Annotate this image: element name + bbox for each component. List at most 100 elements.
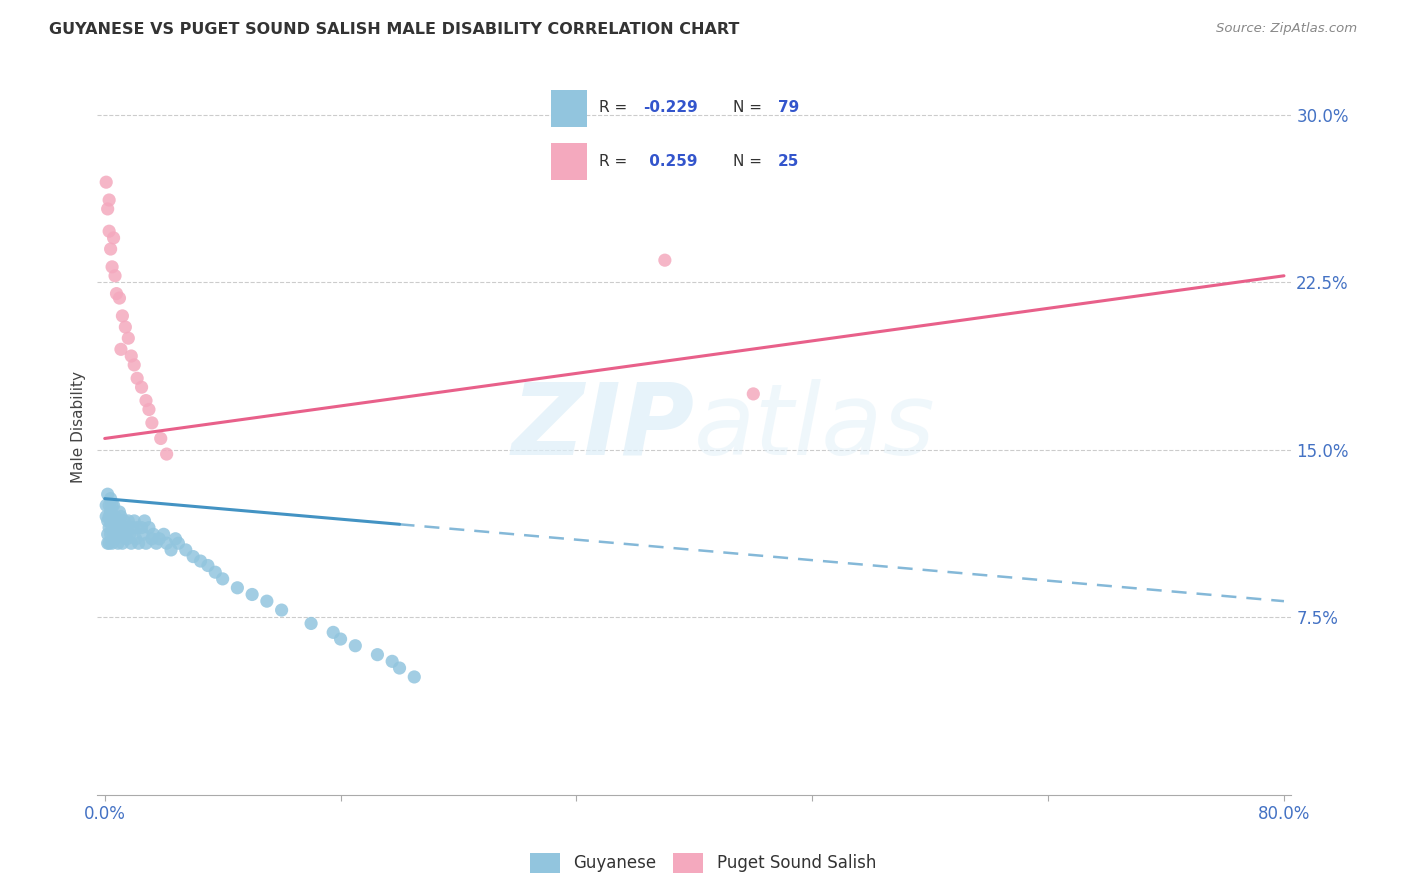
Point	[101, 260, 124, 274]
Point	[98, 536, 121, 550]
Point	[105, 286, 128, 301]
Point	[160, 542, 183, 557]
Point	[167, 536, 190, 550]
Point	[135, 536, 157, 550]
Point	[114, 320, 136, 334]
Point	[100, 505, 122, 519]
Point	[115, 521, 138, 535]
Point	[104, 268, 127, 283]
Point	[110, 343, 132, 357]
Point	[329, 632, 352, 646]
Point	[654, 253, 676, 268]
Point	[97, 202, 120, 216]
Point	[190, 554, 212, 568]
Point	[181, 549, 204, 564]
Point	[98, 193, 121, 207]
Point	[118, 527, 141, 541]
Point	[152, 527, 174, 541]
Point	[132, 527, 155, 541]
Point	[104, 532, 127, 546]
Point	[114, 527, 136, 541]
Point	[97, 487, 120, 501]
Point	[124, 532, 146, 546]
Point	[141, 416, 163, 430]
Point	[98, 509, 121, 524]
Point	[138, 521, 160, 535]
Point	[101, 509, 124, 524]
Point	[105, 527, 128, 541]
Point	[344, 639, 367, 653]
Point	[141, 532, 163, 546]
Point	[105, 514, 128, 528]
Point	[100, 514, 122, 528]
Point	[122, 358, 145, 372]
Point	[103, 527, 125, 541]
Point	[111, 536, 134, 550]
Point	[120, 349, 142, 363]
Point	[111, 521, 134, 535]
Point	[110, 527, 132, 541]
Point	[96, 175, 118, 189]
Point	[98, 499, 121, 513]
Point	[112, 514, 135, 528]
Point	[211, 572, 233, 586]
Text: Source: ZipAtlas.com: Source: ZipAtlas.com	[1216, 22, 1357, 36]
Point	[122, 514, 145, 528]
Point	[108, 505, 131, 519]
Point	[135, 393, 157, 408]
Point	[149, 432, 172, 446]
Point	[299, 616, 322, 631]
Point	[127, 371, 149, 385]
Point	[138, 402, 160, 417]
Point	[131, 380, 153, 394]
Point	[117, 331, 139, 345]
Point	[107, 536, 129, 550]
Point	[103, 231, 125, 245]
Point	[108, 514, 131, 528]
Point	[142, 527, 165, 541]
Point	[404, 670, 426, 684]
Point	[97, 536, 120, 550]
Point	[111, 309, 134, 323]
Point	[98, 224, 121, 238]
Point	[104, 521, 127, 535]
Point	[270, 603, 292, 617]
Point	[174, 542, 197, 557]
Point	[156, 536, 179, 550]
Point	[110, 509, 132, 524]
Point	[204, 565, 226, 579]
Point	[226, 581, 249, 595]
Point	[165, 532, 187, 546]
Point	[100, 491, 122, 506]
Point	[134, 514, 156, 528]
Point	[120, 536, 142, 550]
Point	[148, 532, 170, 546]
Point	[131, 521, 153, 535]
Point	[96, 499, 118, 513]
Point	[197, 558, 219, 573]
Point	[121, 521, 143, 535]
Point	[145, 536, 167, 550]
Point	[100, 527, 122, 541]
Point	[115, 532, 138, 546]
Point	[107, 521, 129, 535]
Text: atlas: atlas	[695, 379, 936, 475]
Point	[156, 447, 179, 461]
Point	[101, 536, 124, 550]
Point	[322, 625, 344, 640]
Y-axis label: Male Disability: Male Disability	[72, 371, 86, 483]
Point	[100, 242, 122, 256]
Point	[742, 387, 765, 401]
Point	[117, 514, 139, 528]
Legend: Guyanese, Puget Sound Salish: Guyanese, Puget Sound Salish	[523, 847, 883, 880]
Point	[366, 648, 388, 662]
Point	[103, 499, 125, 513]
Point	[96, 509, 118, 524]
Point	[127, 521, 149, 535]
Point	[104, 509, 127, 524]
Point	[103, 514, 125, 528]
Point	[101, 499, 124, 513]
Text: ZIP: ZIP	[512, 379, 695, 475]
Point	[108, 521, 131, 535]
Point	[388, 661, 411, 675]
